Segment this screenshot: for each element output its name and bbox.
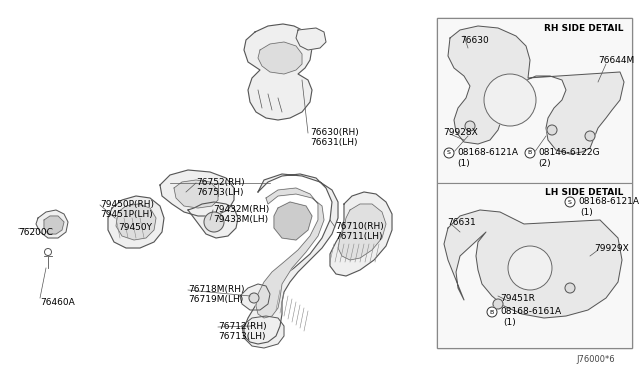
Text: (2): (2) [538, 159, 550, 168]
Polygon shape [174, 180, 218, 208]
Text: 76711(LH): 76711(LH) [335, 232, 383, 241]
Text: B: B [528, 151, 532, 155]
Circle shape [525, 148, 535, 158]
Polygon shape [44, 216, 64, 234]
Polygon shape [244, 174, 338, 344]
Circle shape [508, 246, 552, 290]
Text: 76718M(RH): 76718M(RH) [188, 285, 244, 294]
Text: (1): (1) [457, 159, 470, 168]
Text: LH SIDE DETAIL: LH SIDE DETAIL [545, 188, 623, 197]
Text: S: S [568, 199, 572, 205]
Text: 76713(LH): 76713(LH) [218, 332, 266, 341]
Text: 76710(RH): 76710(RH) [335, 222, 384, 231]
Text: 76460A: 76460A [40, 298, 75, 307]
Polygon shape [444, 210, 622, 318]
Circle shape [547, 125, 557, 135]
Bar [437, 18, 632, 348]
Text: 76200C: 76200C [18, 228, 53, 237]
Text: 08168-6161A: 08168-6161A [500, 307, 561, 316]
Text: 08146-6122G: 08146-6122G [538, 148, 600, 157]
Text: (1): (1) [503, 318, 516, 327]
Text: 76630(RH): 76630(RH) [310, 128, 359, 137]
Text: (1): (1) [580, 208, 593, 217]
Text: 76752(RH): 76752(RH) [196, 178, 244, 187]
Text: 08168-6121A: 08168-6121A [457, 148, 518, 157]
Text: 76630: 76630 [460, 36, 489, 45]
Polygon shape [188, 202, 238, 238]
Polygon shape [108, 196, 164, 248]
Text: 79451P(LH): 79451P(LH) [100, 210, 153, 219]
Polygon shape [160, 170, 234, 216]
Polygon shape [116, 204, 156, 240]
Text: 76631: 76631 [447, 218, 476, 227]
Text: 79450Y: 79450Y [118, 223, 152, 232]
Text: 79433M(LH): 79433M(LH) [213, 215, 268, 224]
Text: J76000*6: J76000*6 [577, 355, 615, 364]
Polygon shape [338, 204, 386, 260]
Polygon shape [242, 316, 284, 348]
Polygon shape [296, 28, 326, 50]
Text: 79450P(RH): 79450P(RH) [100, 200, 154, 209]
Text: RH SIDE DETAIL: RH SIDE DETAIL [543, 24, 623, 33]
Text: B: B [490, 310, 494, 314]
Circle shape [487, 307, 497, 317]
Polygon shape [448, 26, 624, 154]
Text: S: S [447, 151, 451, 155]
Text: 79928X: 79928X [443, 128, 477, 137]
Circle shape [565, 197, 575, 207]
Polygon shape [330, 192, 392, 276]
Circle shape [484, 74, 536, 126]
Text: 08168-6121A: 08168-6121A [578, 197, 639, 206]
Polygon shape [240, 284, 270, 310]
Text: 76719M(LH): 76719M(LH) [188, 295, 243, 304]
Text: 76712(RH): 76712(RH) [218, 322, 267, 331]
Polygon shape [244, 24, 312, 120]
Circle shape [444, 148, 454, 158]
Circle shape [585, 131, 595, 141]
Circle shape [249, 293, 259, 303]
Circle shape [204, 212, 224, 232]
Text: 79929X: 79929X [594, 244, 628, 253]
Circle shape [45, 248, 51, 256]
Polygon shape [256, 188, 324, 318]
Text: 76631(LH): 76631(LH) [310, 138, 358, 147]
Circle shape [465, 121, 475, 131]
Bar [437, 183, 632, 348]
Bar [437, 18, 632, 183]
Polygon shape [258, 42, 302, 74]
Circle shape [565, 283, 575, 293]
Polygon shape [274, 202, 312, 240]
Text: 79451R: 79451R [500, 294, 535, 303]
Polygon shape [36, 210, 68, 238]
Text: 76753(LH): 76753(LH) [196, 188, 243, 197]
Circle shape [493, 299, 503, 309]
Text: 79432M(RH): 79432M(RH) [213, 205, 269, 214]
Text: 76644M: 76644M [598, 56, 634, 65]
